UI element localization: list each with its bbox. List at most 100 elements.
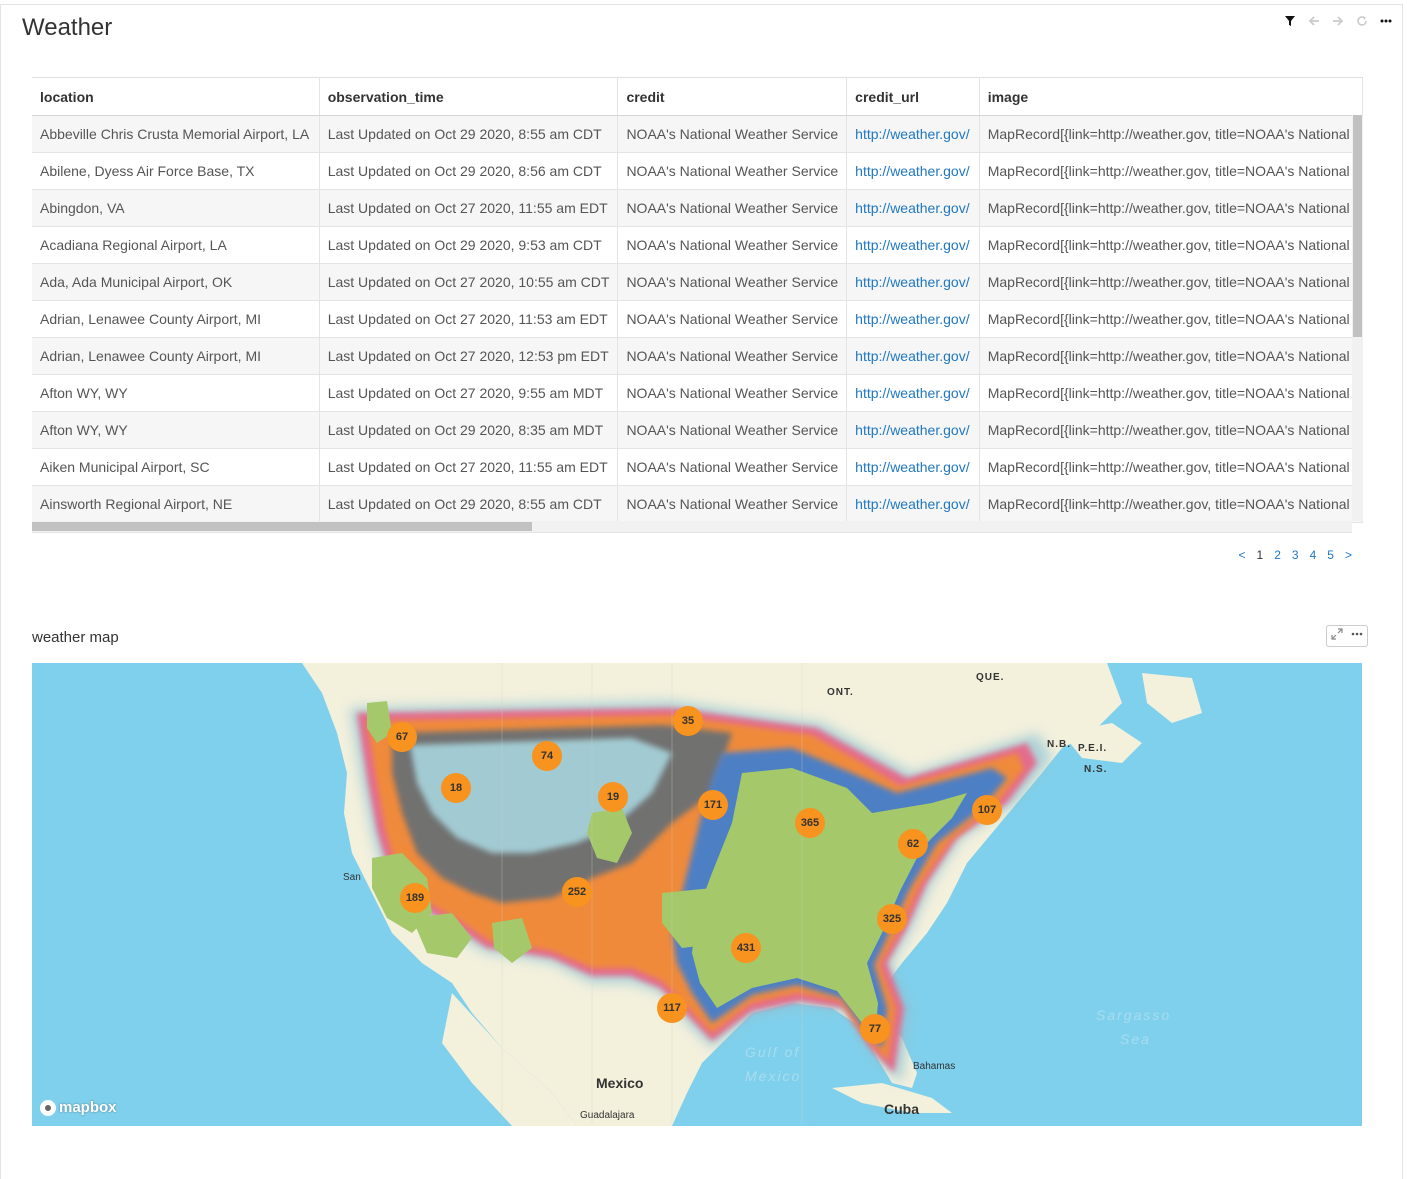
map-cluster-marker[interactable]: 171 bbox=[698, 790, 728, 820]
cell-credit-url[interactable]: http://weather.gov/ bbox=[846, 448, 980, 486]
pagination-next[interactable]: > bbox=[1344, 548, 1352, 562]
cell-credit-url[interactable]: http://weather.gov/ bbox=[846, 411, 980, 449]
map-cluster-marker[interactable]: 19 bbox=[598, 782, 628, 812]
cell-credit-url[interactable]: http://weather.gov/ bbox=[846, 374, 980, 412]
map-title: weather map bbox=[32, 629, 119, 646]
table-horizontal-scrollbar[interactable] bbox=[32, 521, 1352, 533]
table-vertical-scrollbar[interactable] bbox=[1352, 115, 1363, 521]
table-row[interactable]: Aiken Municipal Airport, SC Last Updated … bbox=[32, 448, 1363, 486]
cell-observation-time: Last Updated on Oct 27 2020, 9:55 am MDT bbox=[319, 374, 619, 412]
map-cluster-marker[interactable]: 107 bbox=[972, 795, 1002, 825]
mapbox-logo[interactable]: mapbox bbox=[40, 1099, 117, 1116]
cell-credit-url[interactable]: http://weather.gov/ bbox=[846, 189, 980, 227]
cell-credit-url[interactable]: http://weather.gov/ bbox=[846, 337, 980, 375]
map-cluster-marker[interactable]: 431 bbox=[731, 933, 761, 963]
cell-observation-time: Last Updated on Oct 27 2020, 11:55 am ED… bbox=[319, 448, 619, 486]
cell-image: MapRecord[{link=http://weather.gov, titl… bbox=[979, 189, 1363, 227]
more-icon[interactable] bbox=[1379, 14, 1393, 28]
cell-credit: NOAA's National Weather Service bbox=[617, 485, 848, 523]
arrow-left-icon[interactable] bbox=[1307, 14, 1321, 28]
cell-credit: NOAA's National Weather Service bbox=[617, 189, 848, 227]
cell-credit-url[interactable]: http://weather.gov/ bbox=[846, 263, 980, 301]
pagination-page-1[interactable]: 1 bbox=[1256, 548, 1264, 562]
map-cluster-marker[interactable]: 189 bbox=[400, 883, 430, 913]
cell-image: MapRecord[{link=http://weather.gov, titl… bbox=[979, 226, 1363, 264]
map-cluster-marker[interactable]: 74 bbox=[532, 741, 562, 771]
table-row[interactable]: Abbeville Chris Crusta Memorial Airport,… bbox=[32, 115, 1363, 153]
cell-image: MapRecord[{link=http://weather.gov, titl… bbox=[979, 485, 1363, 523]
arrow-right-icon[interactable] bbox=[1331, 14, 1345, 28]
map-label-quebec: QUE. bbox=[976, 672, 1005, 683]
table-row[interactable]: Abilene, Dyess Air Force Base, TX Last Up… bbox=[32, 152, 1363, 190]
cell-credit-url[interactable]: http://weather.gov/ bbox=[846, 226, 980, 264]
map-cluster-marker[interactable]: 325 bbox=[877, 904, 907, 934]
cell-credit-url[interactable]: http://weather.gov/ bbox=[846, 485, 980, 523]
table-row[interactable]: Abingdon, VA Last Updated on Oct 27 2020,… bbox=[32, 189, 1363, 227]
filter-icon[interactable] bbox=[1283, 14, 1297, 28]
cell-location: Acadiana Regional Airport, LA bbox=[32, 226, 320, 264]
cell-credit: NOAA's National Weather Service bbox=[617, 115, 848, 153]
table-row[interactable]: Adrian, Lenawee County Airport, MI Last U… bbox=[32, 300, 1363, 338]
cell-credit: NOAA's National Weather Service bbox=[617, 374, 848, 412]
table-header-row: location observation_time credit credit_… bbox=[32, 78, 1363, 116]
column-header-observation-time[interactable]: observation_time bbox=[319, 78, 619, 116]
cell-image: MapRecord[{link=http://weather.gov, titl… bbox=[979, 411, 1363, 449]
cell-observation-time: Last Updated on Oct 27 2020, 12:53 pm ED… bbox=[319, 337, 619, 375]
map-cluster-marker[interactable]: 252 bbox=[562, 877, 592, 907]
map-cluster-marker[interactable]: 35 bbox=[673, 706, 703, 736]
table-row[interactable]: Ada, Ada Municipal Airport, OK Last Updat… bbox=[32, 263, 1363, 301]
map-cluster-marker[interactable]: 18 bbox=[441, 773, 471, 803]
weather-map[interactable]: QUE. ONT. N.B. P.E.I. N.S. Mexico Guadal… bbox=[32, 663, 1362, 1126]
nova-scotia-land bbox=[1062, 723, 1142, 763]
refresh-icon[interactable] bbox=[1355, 14, 1369, 28]
column-header-credit-url[interactable]: credit_url bbox=[846, 78, 980, 116]
map-cluster-marker[interactable]: 365 bbox=[795, 808, 825, 838]
cell-observation-time: Last Updated on Oct 29 2020, 9:53 am CDT bbox=[319, 226, 619, 264]
table-row[interactable]: Adrian, Lenawee County Airport, MI Last U… bbox=[32, 337, 1363, 375]
cuba-land bbox=[832, 1083, 952, 1113]
map-cluster-marker[interactable]: 67 bbox=[387, 722, 417, 752]
map-label-sargasso-line1: Sargasso bbox=[1096, 1007, 1172, 1023]
map-more-icon[interactable] bbox=[1351, 627, 1363, 645]
map-label-sargasso-line2: Sea bbox=[1120, 1031, 1151, 1047]
table-row[interactable]: Acadiana Regional Airport, LA Last Update… bbox=[32, 226, 1363, 264]
map-label-guadalajara: Guadalajara bbox=[580, 1110, 635, 1121]
horizontal-scroll-thumb[interactable] bbox=[32, 522, 532, 531]
cell-location: Afton WY, WY bbox=[32, 411, 320, 449]
map-label-nova-scotia: N.S. bbox=[1084, 764, 1108, 775]
cell-credit-url[interactable]: http://weather.gov/ bbox=[846, 300, 980, 338]
map-label-bahamas: Bahamas bbox=[913, 1061, 956, 1072]
table-row[interactable]: Afton WY, WY Last Updated on Oct 29 2020,… bbox=[32, 411, 1363, 449]
cell-location: Ada, Ada Municipal Airport, OK bbox=[32, 263, 320, 301]
mexico-land bbox=[442, 993, 577, 1126]
cell-image: MapRecord[{link=http://weather.gov, titl… bbox=[979, 115, 1363, 153]
column-header-location[interactable]: location bbox=[32, 78, 320, 116]
cell-location: Adrian, Lenawee County Airport, MI bbox=[32, 337, 320, 375]
cell-credit-url[interactable]: http://weather.gov/ bbox=[846, 152, 980, 190]
cell-image: MapRecord[{link=http://weather.gov, titl… bbox=[979, 337, 1363, 375]
cell-observation-time: Last Updated on Oct 27 2020, 11:53 am ED… bbox=[319, 300, 619, 338]
pagination-page-5[interactable]: 5 bbox=[1327, 548, 1334, 562]
cell-credit-url[interactable]: http://weather.gov/ bbox=[846, 115, 980, 153]
column-header-image[interactable]: image bbox=[979, 78, 1363, 116]
table-row[interactable]: Afton WY, WY Last Updated on Oct 27 2020,… bbox=[32, 374, 1363, 412]
map-cluster-marker[interactable]: 62 bbox=[898, 829, 928, 859]
vertical-scroll-thumb[interactable] bbox=[1353, 115, 1362, 337]
expand-icon[interactable] bbox=[1331, 627, 1343, 645]
pagination-page-2[interactable]: 2 bbox=[1274, 548, 1281, 562]
table-row[interactable]: Ainsworth Regional Airport, NE Last Updat… bbox=[32, 485, 1363, 523]
column-header-credit[interactable]: credit bbox=[617, 78, 848, 116]
newfoundland-land bbox=[1142, 673, 1202, 723]
dashboard-frame bbox=[0, 4, 1403, 1179]
pagination-page-3[interactable]: 3 bbox=[1291, 548, 1299, 562]
map-cluster-marker[interactable]: 77 bbox=[860, 1014, 890, 1044]
cell-observation-time: Last Updated on Oct 29 2020, 8:35 am MDT bbox=[319, 411, 619, 449]
cell-location: Adrian, Lenawee County Airport, MI bbox=[32, 300, 320, 338]
map-cluster-marker[interactable]: 117 bbox=[657, 993, 687, 1023]
cell-observation-time: Last Updated on Oct 29 2020, 8:55 am CDT bbox=[319, 115, 619, 153]
map-label-new-brunswick: N.B. bbox=[1047, 739, 1071, 750]
pagination-prev[interactable]: < bbox=[1238, 548, 1246, 562]
pagination-page-4[interactable]: 4 bbox=[1309, 548, 1317, 562]
cell-image: MapRecord[{link=http://weather.gov, titl… bbox=[979, 263, 1363, 301]
cell-credit: NOAA's National Weather Service bbox=[617, 411, 848, 449]
